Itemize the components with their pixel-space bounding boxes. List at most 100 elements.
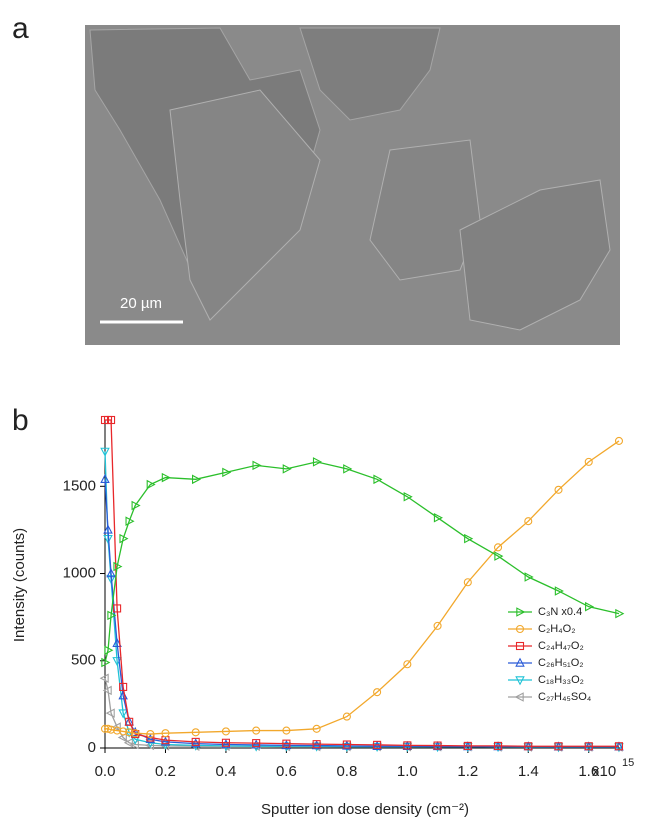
marker xyxy=(130,726,140,736)
flake xyxy=(299,27,441,121)
marker xyxy=(103,524,113,534)
series-line xyxy=(105,419,619,747)
marker xyxy=(118,709,128,719)
y-tick-label: 1500 xyxy=(63,477,96,494)
sem-image: 20 µm xyxy=(85,25,620,345)
marker xyxy=(463,743,473,753)
marker xyxy=(311,740,322,750)
marker xyxy=(190,738,201,748)
marker xyxy=(494,551,504,561)
marker xyxy=(615,608,625,619)
marker xyxy=(342,740,351,749)
marker xyxy=(125,516,135,526)
marker xyxy=(113,561,123,572)
marker xyxy=(119,727,128,736)
marker xyxy=(432,743,443,753)
marker xyxy=(554,742,563,751)
marker xyxy=(252,460,262,471)
marker xyxy=(161,472,171,483)
marker xyxy=(107,610,117,621)
marker xyxy=(100,447,110,457)
marker xyxy=(252,726,261,735)
legend-marker xyxy=(515,624,525,634)
marker xyxy=(131,500,141,511)
series-line xyxy=(105,440,620,735)
legend-label: C₁₈H₃₃O₂ xyxy=(538,674,584,686)
y-tick-label: 0 xyxy=(88,739,96,756)
marker xyxy=(144,740,155,751)
marker xyxy=(584,457,593,466)
x-axis-title: Sputter ion dose density (cm⁻²) xyxy=(261,801,469,818)
legend-label: C₂₆H₅₁O₂ xyxy=(538,657,584,669)
marker xyxy=(221,727,230,736)
panel-label: a xyxy=(12,12,29,45)
legend-marker xyxy=(515,657,525,667)
x-tick-label: 1.0 xyxy=(397,763,418,780)
marker xyxy=(373,740,382,749)
marker xyxy=(464,533,474,544)
flake xyxy=(459,179,611,331)
marker xyxy=(112,637,122,648)
y-tick-label: 500 xyxy=(71,652,96,669)
legend-marker xyxy=(515,641,525,651)
marker xyxy=(282,726,291,735)
marker xyxy=(100,724,110,733)
marker xyxy=(99,673,109,683)
marker xyxy=(113,604,122,613)
marker xyxy=(312,724,321,733)
marker xyxy=(251,739,261,749)
marker xyxy=(192,474,202,485)
x-tick-label: 0.0 xyxy=(95,763,116,780)
marker xyxy=(463,741,472,750)
legend-label: C₂₄H₄₇O₂ xyxy=(538,640,584,652)
marker xyxy=(614,436,624,445)
marker xyxy=(101,657,111,668)
marker xyxy=(111,722,121,732)
legend-label: C₂H₄O₂ xyxy=(538,623,575,635)
marker xyxy=(191,728,200,737)
marker xyxy=(614,743,624,753)
marker xyxy=(403,741,412,750)
x-tick-label: 0.2 xyxy=(155,763,176,780)
marker xyxy=(433,512,443,523)
marker xyxy=(583,743,594,753)
marker xyxy=(524,517,533,526)
marker xyxy=(161,729,170,738)
legend-marker xyxy=(514,692,524,702)
marker xyxy=(312,457,323,467)
marker xyxy=(402,742,413,752)
marker xyxy=(252,739,261,748)
x-tick-label: 1.4 xyxy=(518,763,539,780)
marker xyxy=(403,492,413,502)
legend-label: C₃N x0.4 xyxy=(538,606,582,618)
marker xyxy=(145,733,156,743)
marker xyxy=(342,742,352,752)
marker xyxy=(117,732,127,743)
marker xyxy=(342,740,352,750)
marker xyxy=(493,741,503,750)
marker xyxy=(493,543,503,552)
marker xyxy=(493,743,503,753)
marker xyxy=(433,621,442,630)
marker xyxy=(221,739,231,749)
marker xyxy=(131,729,140,738)
legend-marker xyxy=(515,676,525,686)
marker xyxy=(403,660,412,669)
marker xyxy=(106,725,116,734)
marker xyxy=(113,726,122,735)
marker xyxy=(614,742,624,751)
marker xyxy=(584,742,593,751)
marker xyxy=(463,578,472,587)
marker xyxy=(554,485,563,494)
marker xyxy=(282,739,291,748)
marker xyxy=(282,464,292,474)
marker xyxy=(125,717,134,726)
marker xyxy=(524,742,533,751)
marker xyxy=(372,740,382,750)
x-tick-label: 1.6 xyxy=(578,763,599,780)
marker xyxy=(106,415,116,425)
marker xyxy=(146,479,156,490)
flake xyxy=(169,89,321,321)
marker xyxy=(102,685,112,696)
